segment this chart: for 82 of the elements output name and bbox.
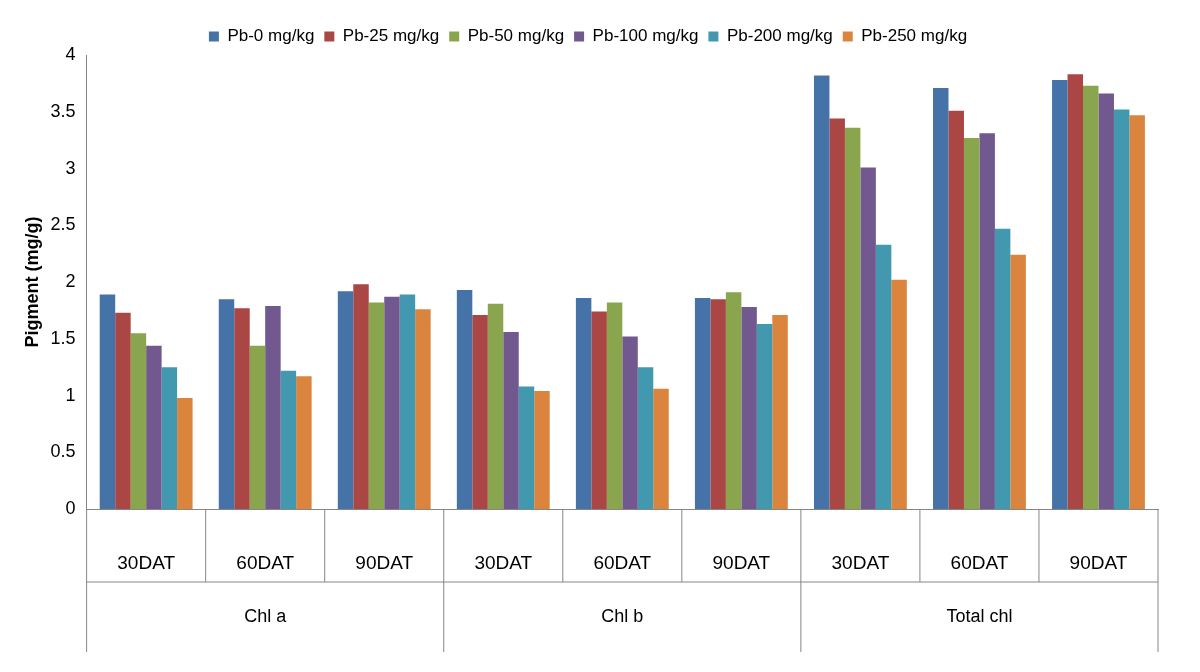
bar bbox=[875, 244, 892, 510]
bar bbox=[384, 296, 400, 510]
legend-label: Pb-0 mg/kg bbox=[227, 26, 315, 46]
bar bbox=[1129, 115, 1145, 510]
legend-label: Pb-250 mg/kg bbox=[861, 26, 968, 46]
bar bbox=[249, 345, 266, 510]
y-tick-label: 3.5 bbox=[50, 100, 76, 121]
bar bbox=[891, 279, 907, 510]
bar bbox=[234, 308, 250, 510]
x-tick-label: 30DAT bbox=[117, 551, 176, 573]
bar bbox=[353, 284, 369, 510]
text: Chl a bbox=[244, 605, 288, 626]
bar bbox=[948, 110, 964, 510]
y-axis-title: Pigment (mg/g) bbox=[21, 216, 42, 348]
bar bbox=[415, 309, 431, 510]
bar bbox=[653, 388, 669, 510]
bar bbox=[487, 303, 504, 510]
x-tick-label: 90DAT bbox=[1069, 551, 1128, 573]
y-tick-label: 4 bbox=[65, 43, 76, 64]
x-tick-label: 90DAT bbox=[355, 551, 414, 573]
bar bbox=[177, 397, 193, 510]
bar bbox=[161, 367, 178, 510]
bar bbox=[218, 299, 235, 510]
x-tick-label: 60DAT bbox=[950, 551, 1009, 573]
bar bbox=[472, 315, 488, 510]
bar bbox=[399, 294, 416, 510]
legend-label: Pb-100 mg/kg bbox=[592, 26, 699, 46]
bar bbox=[591, 311, 607, 510]
bar bbox=[1113, 109, 1130, 510]
x-tick-label: 60DAT bbox=[236, 551, 295, 573]
x-tick-label: 30DAT bbox=[831, 551, 890, 573]
bar bbox=[979, 133, 995, 510]
bar bbox=[829, 118, 845, 510]
bar bbox=[756, 324, 773, 510]
y-tick-label: 3 bbox=[65, 157, 76, 178]
bar bbox=[694, 298, 711, 510]
bar bbox=[575, 298, 592, 510]
legend-label: Pb-50 mg/kg bbox=[467, 26, 565, 46]
bar bbox=[534, 391, 550, 510]
bar bbox=[813, 75, 830, 510]
bar bbox=[368, 302, 385, 510]
legend-label: Pb-25 mg/kg bbox=[342, 26, 440, 46]
bar bbox=[518, 386, 535, 510]
bar bbox=[146, 345, 162, 510]
bar bbox=[1067, 74, 1083, 510]
y-tick-label: 0.5 bbox=[50, 441, 76, 462]
bar bbox=[1052, 79, 1068, 510]
bar bbox=[503, 332, 519, 510]
bar bbox=[963, 137, 980, 510]
y-tick-label: 1 bbox=[65, 384, 76, 405]
bar bbox=[637, 367, 654, 510]
bar bbox=[456, 290, 473, 510]
bar bbox=[710, 299, 726, 510]
bar bbox=[725, 292, 742, 510]
bar bbox=[860, 167, 876, 510]
text: Total chl bbox=[946, 605, 1013, 626]
x-tick-label: 60DAT bbox=[593, 551, 652, 573]
legend-label: Pb-200 mg/kg bbox=[726, 26, 833, 46]
bar bbox=[1083, 85, 1099, 510]
bar bbox=[994, 228, 1011, 510]
bar bbox=[99, 294, 116, 510]
x-tick-label: 30DAT bbox=[474, 551, 533, 573]
y-tick-label: 1.5 bbox=[50, 327, 76, 348]
bar bbox=[933, 87, 949, 510]
bar bbox=[606, 302, 623, 510]
bar bbox=[622, 336, 638, 510]
y-tick-label: 2 bbox=[65, 271, 76, 292]
bar bbox=[844, 127, 861, 510]
x-tick-label: 90DAT bbox=[712, 551, 771, 573]
bar bbox=[1010, 254, 1026, 510]
text: Chl b bbox=[601, 605, 644, 626]
bar bbox=[130, 333, 147, 510]
y-tick-label: 2.5 bbox=[50, 214, 76, 235]
bar bbox=[115, 312, 131, 510]
bar bbox=[337, 291, 354, 510]
bar bbox=[280, 370, 297, 510]
bar bbox=[296, 376, 312, 510]
bar bbox=[1098, 93, 1114, 510]
bar bbox=[772, 315, 788, 510]
bar bbox=[265, 305, 281, 510]
y-tick-label: 0 bbox=[65, 498, 76, 519]
bar bbox=[741, 307, 757, 510]
